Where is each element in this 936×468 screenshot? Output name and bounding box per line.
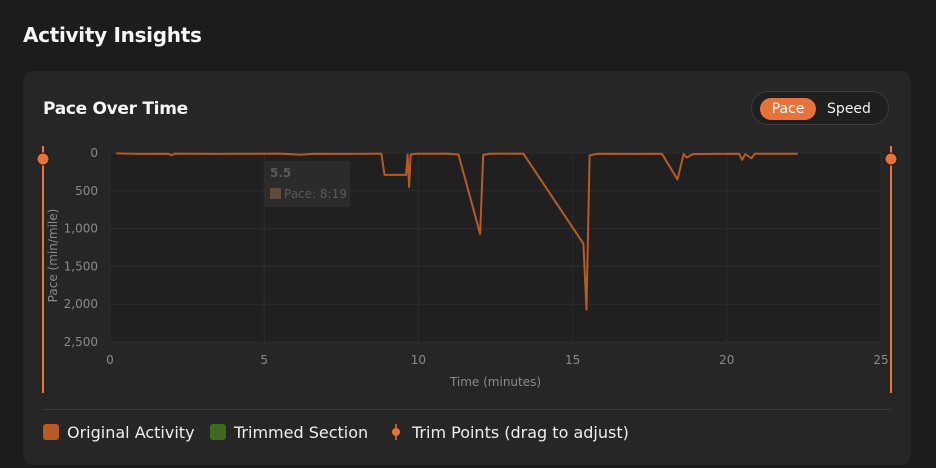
trim-handle-start[interactable] [36,146,50,393]
legend-label-original: Original Activity [67,422,195,442]
y-tick-label: 2,500 [64,335,98,349]
plot-background [110,153,881,342]
y-axis-title: Pace (min/mile) [46,209,60,303]
series-line-original-activity [116,152,798,311]
legend-item-trimmed: Trimmed Section [210,422,368,442]
tooltip-box [264,161,350,207]
x-tick-label: 15 [565,353,580,367]
tooltip-swatch [270,188,281,199]
y-tick-label: 0 [90,146,98,160]
trim-point-icon [392,424,400,440]
chart-legend: Original Activity Trimmed Section Trim P… [43,409,891,442]
green-square-icon [210,424,226,440]
chart-tooltip: 5.5 Pace: 8:19 [263,153,350,342]
chart-grid [109,152,882,343]
orange-square-icon [43,424,59,440]
legend-label-trim-points: Trim Points (drag to adjust) [412,422,629,442]
chart-title: Pace Over Time [43,99,188,119]
x-axis-title: Time (minutes) [449,375,541,389]
pace-toggle-button[interactable]: Pace [760,98,816,120]
x-tick-label: 25 [873,353,888,367]
trim-handle-end[interactable] [884,146,898,393]
y-tick-label: 500 [75,184,98,198]
metric-toggle: Pace Speed [751,91,889,125]
speed-toggle-button[interactable]: Speed [827,101,871,117]
trim-handle-knob[interactable] [36,152,50,166]
legend-item-original: Original Activity [43,422,195,442]
y-tick-label: 1,000 [64,222,98,236]
x-tick-label: 0 [106,353,114,367]
x-tick-label: 5 [260,353,268,367]
tooltip-value: Pace: 8:19 [284,187,347,201]
legend-item-trim-points: Trim Points (drag to adjust) [388,422,629,442]
x-tick-label: 10 [411,353,426,367]
tooltip-x-label: 5.5 [270,166,291,180]
trim-handles [36,146,898,393]
y-tick-label: 1,500 [64,259,98,273]
chart-series [116,152,798,311]
pace-chart: 0 5 10 15 20 25 0 500 1,000 1,500 2,000 2,500 Time (… [36,146,898,393]
y-tick-label: 2,000 [64,297,98,311]
trim-handle-knob[interactable] [884,152,898,166]
pace-chart-card: Pace Over Time Pace Speed 0 5 10 15 20 25 0 500… [23,71,911,465]
chart-axes: 0 5 10 15 20 25 0 500 1,000 1,500 2,000 2,500 Time (… [46,146,889,389]
page-title: Activity Insights [23,23,202,47]
x-tick-label: 20 [719,353,734,367]
legend-label-trimmed: Trimmed Section [234,422,369,442]
